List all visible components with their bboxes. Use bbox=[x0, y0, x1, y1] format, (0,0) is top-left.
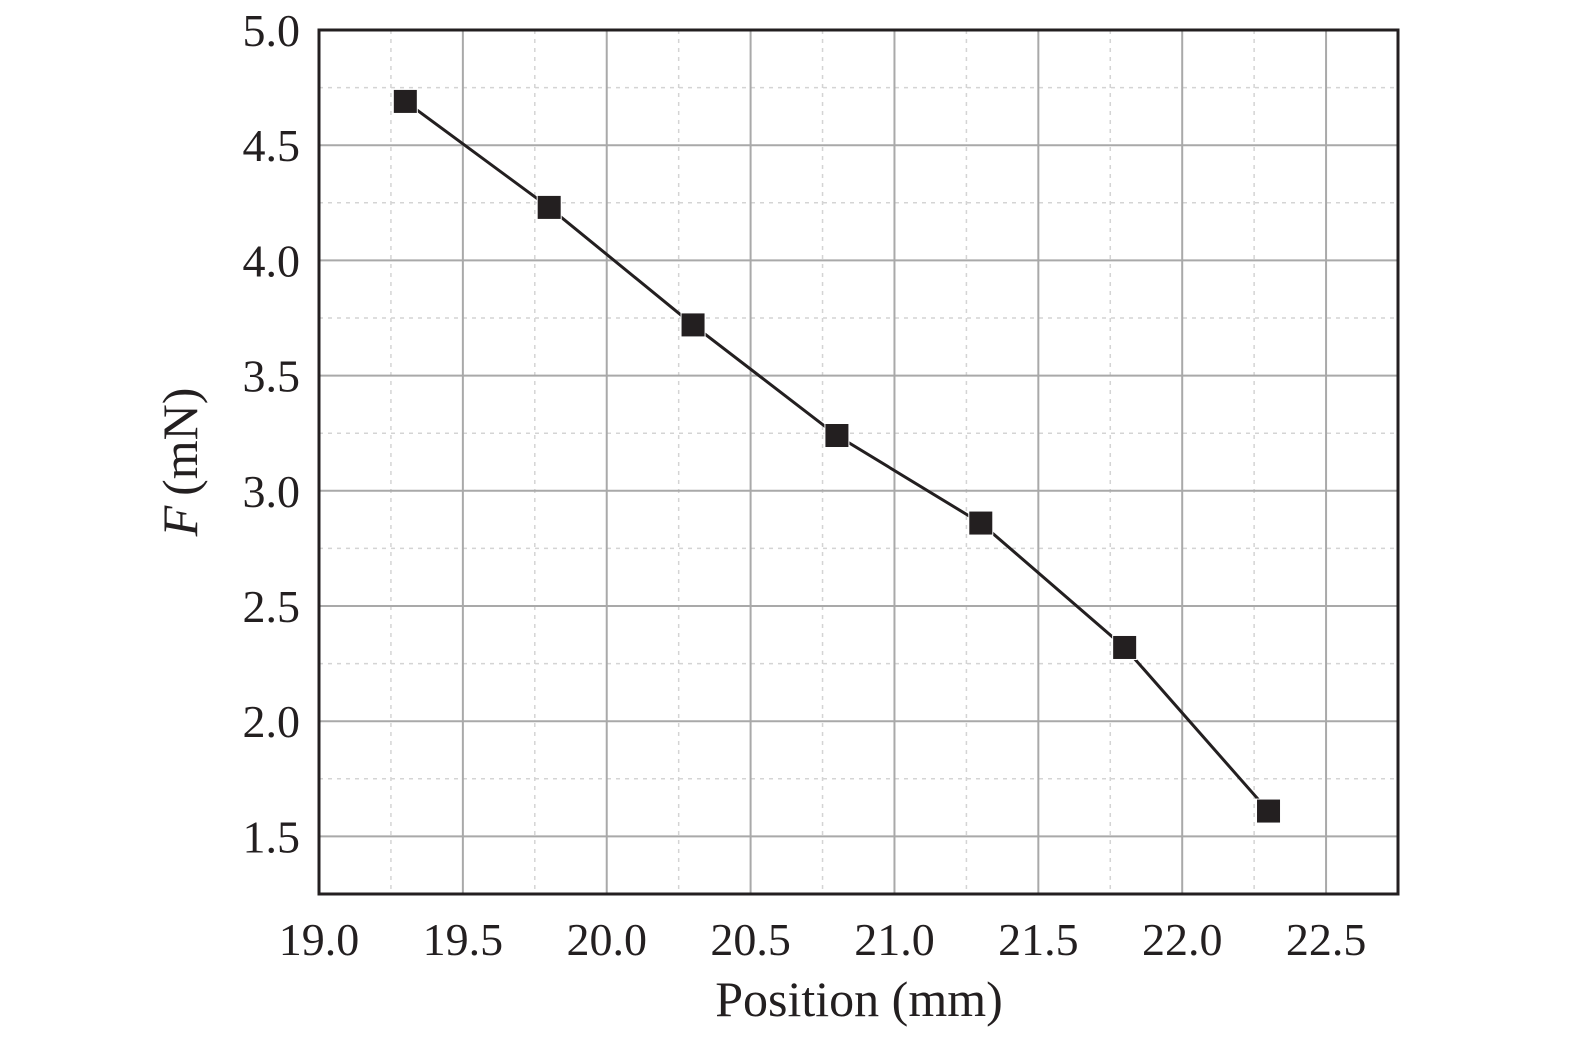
data-point-marker bbox=[680, 312, 706, 338]
y-tick-label: 1.5 bbox=[243, 811, 301, 862]
x-tick-label: 22.5 bbox=[1286, 914, 1367, 965]
y-tick-label: 3.0 bbox=[243, 466, 301, 517]
y-tick-label: 4.0 bbox=[243, 235, 301, 286]
data-point-marker bbox=[1256, 798, 1282, 824]
x-tick-label: 19.5 bbox=[423, 914, 504, 965]
plot-frame bbox=[317, 28, 1400, 896]
series bbox=[392, 88, 1282, 824]
x-tick-label: 22.0 bbox=[1142, 914, 1223, 965]
x-tick-label: 20.5 bbox=[710, 914, 791, 965]
data-point-marker bbox=[536, 194, 562, 220]
y-axis-ticks: 5.0 4.5 4.0 3.5 3.0 2.5 2.0 1.5 bbox=[243, 5, 301, 862]
data-point-marker bbox=[968, 510, 994, 536]
x-tick-label: 21.5 bbox=[998, 914, 1079, 965]
data-point-marker bbox=[1112, 634, 1138, 660]
y-axis-title: F (mN) bbox=[152, 388, 208, 538]
x-tick-label: 21.0 bbox=[854, 914, 935, 965]
y-axis-unit: (mN) bbox=[152, 388, 208, 496]
data-point-marker bbox=[824, 423, 850, 449]
grid bbox=[319, 30, 1398, 894]
y-tick-label: 3.5 bbox=[243, 351, 301, 402]
y-tick-label: 5.0 bbox=[243, 5, 301, 56]
data-point-marker bbox=[392, 88, 418, 114]
y-tick-label: 2.5 bbox=[243, 581, 301, 632]
y-tick-label: 4.5 bbox=[243, 120, 301, 171]
y-axis-symbol: F bbox=[152, 505, 208, 537]
x-tick-label: 20.0 bbox=[566, 914, 647, 965]
y-tick-label: 2.0 bbox=[243, 696, 301, 747]
x-axis-ticks: 19.0 19.5 20.0 20.5 21.0 21.5 22.0 22.5 bbox=[279, 914, 1367, 965]
x-tick-label: 19.0 bbox=[279, 914, 360, 965]
x-axis-title: Position (mm) bbox=[715, 971, 1003, 1027]
